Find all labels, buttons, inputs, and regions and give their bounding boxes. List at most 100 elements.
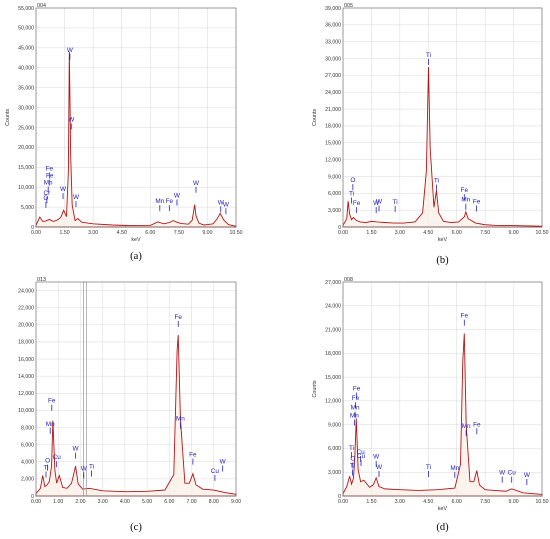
element-label: W <box>373 200 380 207</box>
element-label: Ti <box>349 191 354 198</box>
element-label: Ti <box>89 464 94 471</box>
panel-caption: (d) <box>436 522 449 533</box>
x-tick-label: 2.00 <box>75 499 85 505</box>
element-label: W <box>218 199 225 206</box>
y-tick-label: 50,000 <box>18 26 34 32</box>
element-label: W <box>174 193 181 200</box>
element-label: W <box>60 186 67 193</box>
x-tick-label: 10.50 <box>230 230 243 236</box>
y-tick-label: 3,000 <box>328 470 341 476</box>
element-label: W <box>73 194 80 201</box>
x-tick-label: 5.00 <box>142 499 152 505</box>
element-label: Cr <box>43 190 51 197</box>
element-label: W <box>499 470 506 477</box>
x-tick-label: 1.00 <box>53 499 63 505</box>
y-tick-label: 16,000 <box>18 357 34 363</box>
panel-caption: (b) <box>436 255 449 266</box>
x-tick-label: 6.00 <box>164 499 174 505</box>
y-tick-label: 20,000 <box>18 323 34 329</box>
element-label: O <box>45 458 50 465</box>
x-axis-label: keV <box>438 237 448 243</box>
spectrum-curve <box>35 51 237 228</box>
element-label: Ti <box>43 464 48 471</box>
y-tick-label: 15,000 <box>325 375 341 381</box>
element-label: W <box>376 198 383 205</box>
x-tick-label: 6.00 <box>145 230 155 236</box>
y-tick-label: 30,000 <box>325 56 341 62</box>
spectrum-curve <box>342 66 543 228</box>
element-label: Fe <box>461 187 469 194</box>
y-tick-label: 27,000 <box>325 73 341 79</box>
element-label: Mn <box>450 465 459 472</box>
element-label: Fe <box>353 200 361 207</box>
spectrum-id: 008 <box>344 277 353 283</box>
y-tick-label: 21,000 <box>325 327 341 333</box>
element-label: W <box>73 446 80 453</box>
element-label: Ti <box>393 199 398 206</box>
plot-frame <box>35 7 237 228</box>
x-tick-label: 9.00 <box>509 499 519 505</box>
element-label: W <box>68 116 75 123</box>
y-tick-label: 27,000 <box>325 280 341 286</box>
y-tick-label: 20,000 <box>18 145 34 151</box>
spectrum-id: 013 <box>37 277 46 283</box>
y-tick-label: 55,000 <box>18 6 34 12</box>
x-tick-label: 3.00 <box>395 230 405 236</box>
element-label: Fe <box>46 165 54 172</box>
element-label: Cu <box>211 468 220 475</box>
energy-cursor <box>83 281 87 497</box>
x-tick-label: 6.00 <box>452 499 462 505</box>
x-tick-label: 7.50 <box>480 499 490 505</box>
x-tick-label: 1.50 <box>60 230 70 236</box>
x-tick-label: 3.00 <box>88 230 98 236</box>
x-tick-label: 4.50 <box>423 499 433 505</box>
y-tick-label: 4,000 <box>21 460 34 466</box>
y-axis-label: Counts <box>312 380 318 397</box>
y-axis-label: Counts <box>5 109 11 126</box>
y-axis-label: Counts <box>312 109 318 126</box>
y-tick-label: 21,000 <box>325 107 341 113</box>
element-label: Ti <box>426 52 431 59</box>
element-label: Fe <box>48 398 56 405</box>
element-label: O <box>350 455 355 462</box>
element-label: Mn <box>462 423 471 430</box>
spectrum-id: 004 <box>37 3 46 9</box>
y-tick-label: 36,000 <box>325 23 341 29</box>
element-label: Cu <box>357 449 366 456</box>
element-label: O <box>43 195 48 202</box>
x-tick-label: 10.50 <box>536 230 549 236</box>
spectrum-id: 005 <box>344 3 353 9</box>
element-label: Ti <box>426 464 431 471</box>
element-label: W <box>220 458 227 465</box>
y-tick-label: 15,000 <box>18 165 34 171</box>
x-tick-label: 0.00 <box>31 499 41 505</box>
element-label: Mn <box>351 405 360 412</box>
element-label: Mn <box>461 197 470 204</box>
y-tick-label: 18,000 <box>18 340 34 346</box>
y-tick-label: 18,000 <box>325 124 341 130</box>
element-label: Mn <box>44 179 53 186</box>
y-tick-label: 33,000 <box>325 39 341 45</box>
y-tick-label: 40,000 <box>18 66 34 72</box>
y-tick-label: 12,000 <box>325 399 341 405</box>
x-tick-label: 9.00 <box>231 499 241 505</box>
element-label: W <box>223 201 230 208</box>
x-tick-label: 7.00 <box>187 499 197 505</box>
y-tick-label: 10,000 <box>18 185 34 191</box>
y-tick-label: 0 <box>338 494 341 500</box>
element-label: Fe <box>473 198 481 205</box>
panel-caption: (c) <box>130 522 142 533</box>
y-tick-label: 24,000 <box>18 288 34 294</box>
x-tick-label: 0.00 <box>338 499 348 505</box>
y-tick-label: 10,000 <box>18 408 34 414</box>
x-tick-label: 4.50 <box>117 230 127 236</box>
y-tick-label: 12,000 <box>18 391 34 397</box>
element-label: O <box>350 177 355 184</box>
x-tick-label: 7.50 <box>480 230 490 236</box>
x-axis-label: keV <box>131 237 141 243</box>
y-tick-label: 15,000 <box>325 141 341 147</box>
element-label: Ti <box>434 178 439 185</box>
